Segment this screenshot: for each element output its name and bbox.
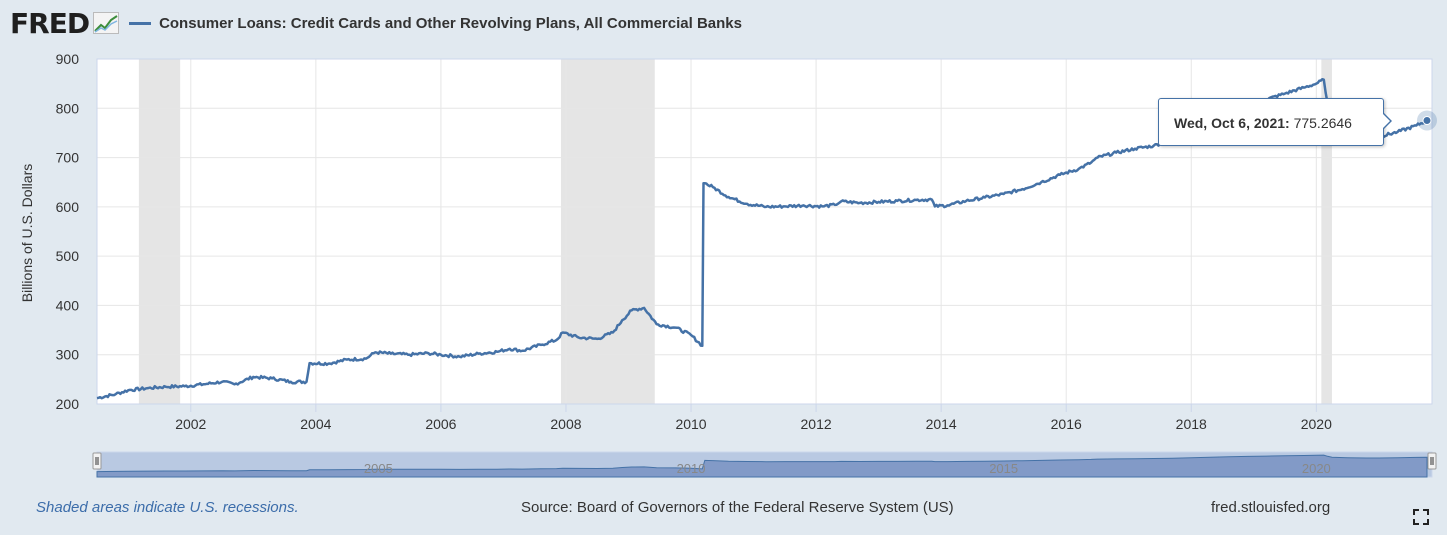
series-title[interactable]: Consumer Loans: Credit Cards and Other R… xyxy=(159,14,742,32)
y-tick-label: 600 xyxy=(56,199,80,215)
y-tick-label: 700 xyxy=(56,150,80,166)
y-tick-label: 900 xyxy=(56,51,80,67)
fred-url[interactable]: fred.stlouisfed.org xyxy=(1211,499,1331,516)
x-tick-label: 2010 xyxy=(675,416,706,432)
recession-band-2 xyxy=(1321,59,1332,404)
tooltip-value: 775.2646 xyxy=(1293,115,1352,131)
hover-marker[interactable] xyxy=(1422,115,1432,125)
tooltip-date: Wed, Oct 6, 2021: xyxy=(1174,115,1290,131)
y-tick-label: 200 xyxy=(56,396,80,412)
x-tick-label: 2006 xyxy=(425,416,456,432)
y-tick-label: 300 xyxy=(56,347,80,363)
x-tick-label: 2018 xyxy=(1176,416,1207,432)
navigator-handle-right[interactable] xyxy=(1427,452,1437,470)
source-text: Source: Board of Governors of the Federa… xyxy=(521,499,954,516)
x-tick-label: 2008 xyxy=(550,416,581,432)
y-tick-label: 800 xyxy=(56,100,80,116)
data-tooltip: Wed, Oct 6, 2021: 775.2646 xyxy=(1158,98,1384,146)
recession-note-link[interactable]: Shaded areas indicate U.S. recessions. xyxy=(36,499,299,516)
recession-band-1 xyxy=(560,59,655,404)
x-tick-label: 2016 xyxy=(1051,416,1082,432)
y-axis-label: Billions of U.S. Dollars xyxy=(19,164,35,303)
x-axis: 2002 2004 2006 2008 2010 2012 2014 2016 2018 2020 xyxy=(175,404,1332,432)
navigator-year-label: 2005 xyxy=(364,461,393,476)
x-tick-label: 2014 xyxy=(926,416,957,432)
fred-chart-logo-icon xyxy=(93,12,120,34)
plot-frame xyxy=(96,58,1433,405)
tooltip-pointer-inner xyxy=(1382,113,1390,129)
range-navigator[interactable]: 2005 2010 2015 2020 xyxy=(92,451,1437,478)
series-legend-swatch xyxy=(129,21,152,25)
x-tick-label: 2020 xyxy=(1301,416,1332,432)
x-tick-label: 2002 xyxy=(175,416,206,432)
navigator-series xyxy=(96,454,1428,478)
y-tick-label: 400 xyxy=(56,297,80,313)
navigator-year-label: 2015 xyxy=(989,461,1018,476)
recession-band-0 xyxy=(138,59,181,404)
x-tick-label: 2004 xyxy=(300,416,331,432)
navigator-handle-left[interactable] xyxy=(92,452,102,470)
navigator-year-label: 2010 xyxy=(677,461,706,476)
recession-shading xyxy=(138,59,1332,404)
x-tick-label: 2012 xyxy=(801,416,832,432)
y-tick-label: 500 xyxy=(56,248,80,264)
chart-header: FRED Consumer Loans: Credit Cards and Ot… xyxy=(10,6,742,40)
y-axis: 200 300 400 500 600 700 800 900 xyxy=(56,51,80,412)
navigator-year-label: 2020 xyxy=(1302,461,1331,476)
fullscreen-icon[interactable] xyxy=(1413,509,1429,525)
fred-logo[interactable]: FRED xyxy=(10,6,90,40)
